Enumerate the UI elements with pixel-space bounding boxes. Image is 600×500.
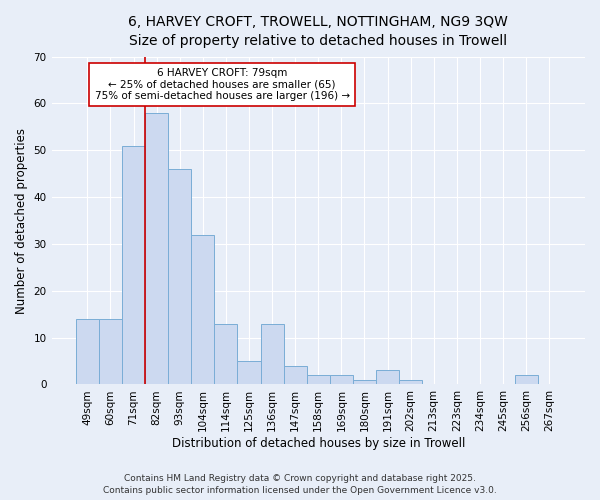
- Bar: [168, 169, 191, 384]
- Bar: [214, 324, 238, 384]
- Bar: [99, 319, 122, 384]
- X-axis label: Distribution of detached houses by size in Trowell: Distribution of detached houses by size …: [172, 437, 465, 450]
- Bar: [330, 375, 353, 384]
- Title: 6, HARVEY CROFT, TROWELL, NOTTINGHAM, NG9 3QW
Size of property relative to detac: 6, HARVEY CROFT, TROWELL, NOTTINGHAM, NG…: [128, 15, 508, 48]
- Bar: [515, 375, 538, 384]
- Text: Contains HM Land Registry data © Crown copyright and database right 2025.
Contai: Contains HM Land Registry data © Crown c…: [103, 474, 497, 495]
- Y-axis label: Number of detached properties: Number of detached properties: [15, 128, 28, 314]
- Bar: [376, 370, 399, 384]
- Bar: [399, 380, 422, 384]
- Bar: [260, 324, 284, 384]
- Bar: [76, 319, 99, 384]
- Bar: [353, 380, 376, 384]
- Bar: [307, 375, 330, 384]
- Bar: [284, 366, 307, 384]
- Bar: [191, 234, 214, 384]
- Bar: [122, 146, 145, 384]
- Bar: [145, 113, 168, 384]
- Text: 6 HARVEY CROFT: 79sqm
← 25% of detached houses are smaller (65)
75% of semi-deta: 6 HARVEY CROFT: 79sqm ← 25% of detached …: [95, 68, 350, 102]
- Bar: [238, 361, 260, 384]
